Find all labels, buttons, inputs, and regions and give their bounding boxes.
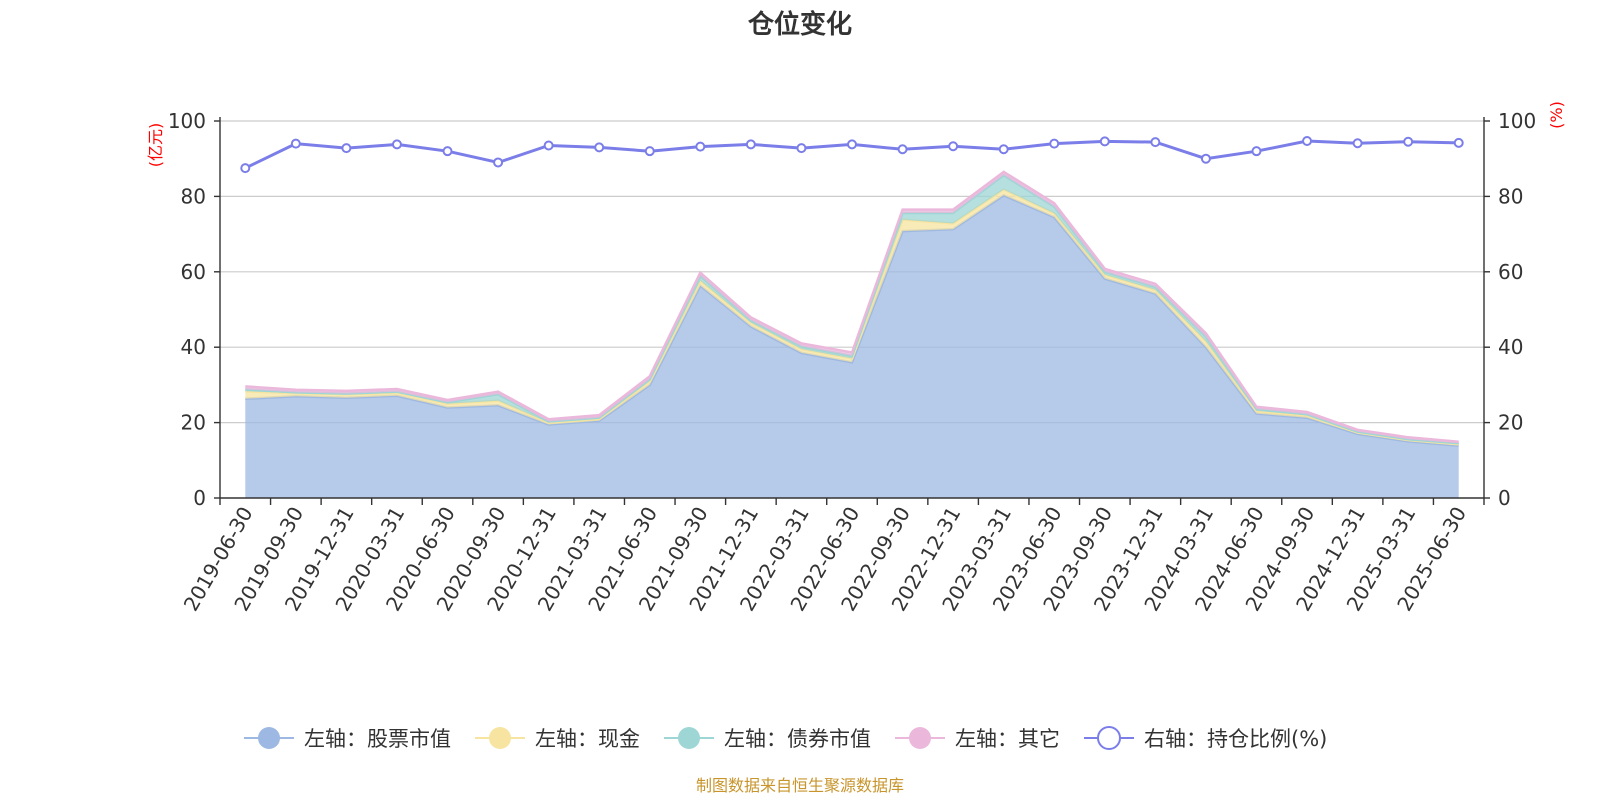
ratio-point: [796, 143, 807, 154]
right-y-tick-label: 40: [1498, 335, 1523, 359]
ratio-point: [948, 141, 959, 152]
ratio-point: [998, 144, 1009, 155]
ratio-point: [594, 142, 605, 153]
ratio-point: [1150, 137, 1161, 148]
legend-label: 左轴：现金: [535, 727, 640, 751]
legend-item: 右轴：持仓比例(%): [1084, 726, 1327, 751]
stacked-areas: [245, 170, 1459, 499]
ratio-point: [442, 146, 453, 157]
left-y-tick-label: 0: [193, 486, 206, 510]
area-band: [245, 195, 1459, 499]
right-y-tick-label: 100: [1498, 109, 1536, 133]
left-y-tick-label: 60: [181, 260, 206, 284]
left-y-tick-label: 40: [181, 335, 206, 359]
legend-item: 左轴：债券市值: [664, 727, 871, 751]
data-source-note: 制图数据来自恒生聚源数据库: [696, 776, 904, 795]
ratio-point: [897, 144, 908, 155]
legend: 左轴：股票市值 左轴：现金 左轴：债券市值 左轴：其它 右轴：持仓比例(%): [244, 726, 1327, 751]
legend-marker: [1097, 726, 1121, 750]
right-axis-unit: (%): [1547, 101, 1566, 129]
legend-item: 左轴：其它: [895, 727, 1060, 751]
ratio-point: [1099, 136, 1110, 147]
ratio-point: [1200, 153, 1211, 164]
ratio-point: [745, 139, 756, 150]
legend-marker: [258, 727, 280, 749]
ratio-point: [391, 139, 402, 150]
legend-label: 右轴：持仓比例(%): [1144, 727, 1327, 751]
left-axis-unit: (亿元): [146, 123, 165, 168]
right-y-tick-label: 80: [1498, 184, 1523, 208]
ratio-point: [290, 138, 301, 149]
ratio-point: [543, 140, 554, 151]
ratio-point: [1302, 135, 1313, 146]
left-y-tick-label: 20: [181, 411, 206, 435]
chart-title: 仓位变化: [747, 9, 852, 40]
ratio-point: [1251, 146, 1262, 157]
legend-marker: [909, 727, 931, 749]
left-y-tick-label: 100: [168, 109, 206, 133]
legend-item: 左轴：股票市值: [244, 727, 451, 751]
ratio-point: [341, 143, 352, 154]
left-y-tick-label: 80: [181, 184, 206, 208]
legend-label: 左轴：股票市值: [304, 727, 451, 751]
ratio-point: [1403, 136, 1414, 147]
ratio-point: [644, 146, 655, 157]
ratio-point: [493, 157, 504, 168]
right-y-tick-label: 20: [1498, 411, 1523, 435]
ratio-point: [1049, 138, 1060, 149]
legend-marker: [489, 727, 511, 749]
right-y-tick-label: 60: [1498, 260, 1523, 284]
legend-item: 左轴：现金: [475, 727, 640, 751]
position-ratio-line: [240, 135, 1464, 174]
ratio-point: [695, 141, 706, 152]
ratio-point: [1453, 137, 1464, 148]
legend-label: 左轴：债券市值: [724, 727, 871, 751]
ratio-point: [847, 139, 857, 150]
legend-marker: [678, 727, 700, 749]
ratio-point: [1352, 138, 1363, 149]
legend-label: 左轴：其它: [955, 727, 1060, 751]
ratio-point: [240, 163, 251, 174]
right-y-tick-label: 0: [1498, 486, 1511, 510]
area-top-edge: [245, 170, 1459, 444]
